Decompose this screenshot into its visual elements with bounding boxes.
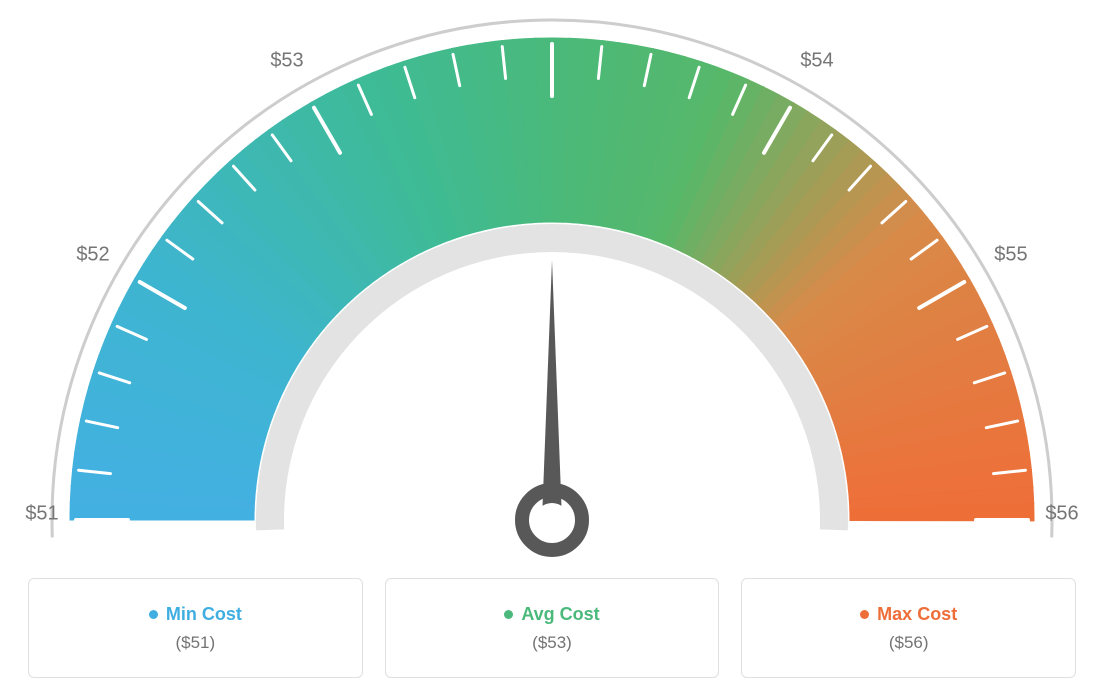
gauge-tick-label: $56 — [1045, 503, 1078, 526]
gauge-tick-label: $52 — [76, 244, 109, 267]
legend-max-title: Max Cost — [860, 604, 957, 625]
dot-icon — [860, 610, 869, 619]
legend-avg: Avg Cost ($53) — [385, 578, 720, 678]
gauge-chart: $51 $52 $53 $53 $54 $55 $56 — [0, 0, 1104, 560]
gauge-tick-label: $51 — [25, 503, 58, 526]
cost-gauge-container: $51 $52 $53 $53 $54 $55 $56 Min Cost ($51) Avg… — [0, 0, 1104, 690]
dot-icon — [149, 610, 158, 619]
legend-avg-value: ($53) — [532, 633, 572, 653]
gauge-tick-label: $55 — [994, 244, 1027, 267]
legend-max: Max Cost ($56) — [741, 578, 1076, 678]
legend-max-value: ($56) — [889, 633, 929, 653]
gauge-tick-label: $53 — [270, 50, 303, 73]
legend-max-label: Max Cost — [877, 604, 957, 625]
legend-avg-title: Avg Cost — [504, 604, 599, 625]
legend-min: Min Cost ($51) — [28, 578, 363, 678]
legend-min-label: Min Cost — [166, 604, 242, 625]
gauge-tick-label: $53 — [535, 0, 568, 2]
legend-avg-label: Avg Cost — [521, 604, 599, 625]
dot-icon — [504, 610, 513, 619]
legend-row: Min Cost ($51) Avg Cost ($53) Max Cost (… — [0, 578, 1104, 678]
legend-min-value: ($51) — [175, 633, 215, 653]
gauge-tick-label: $54 — [800, 50, 833, 73]
legend-min-title: Min Cost — [149, 604, 242, 625]
